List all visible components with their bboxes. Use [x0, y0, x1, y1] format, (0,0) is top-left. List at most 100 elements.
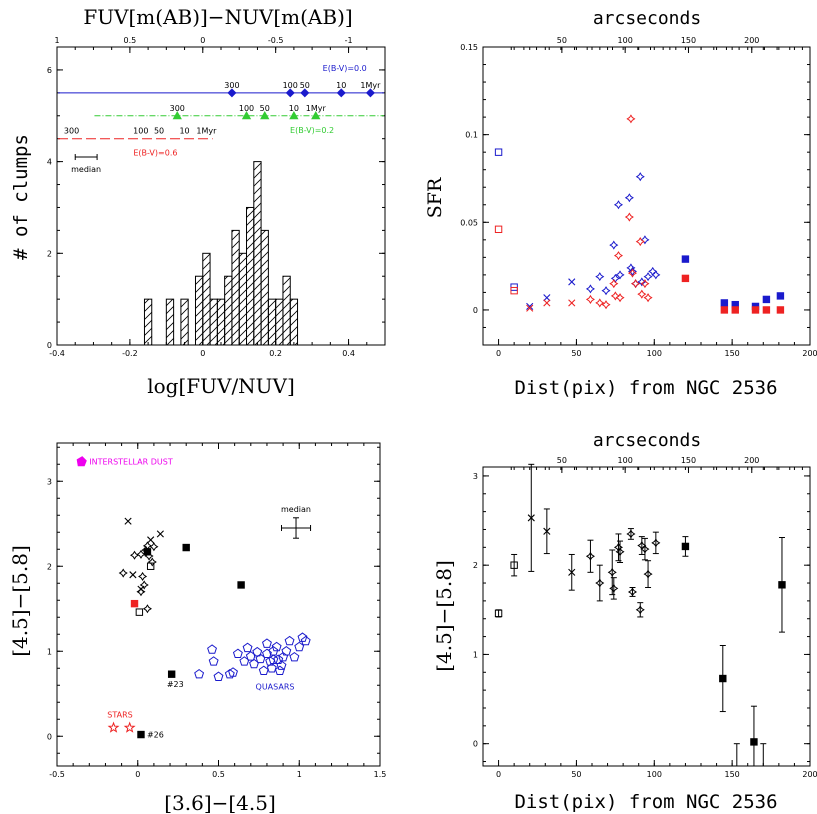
color-distance-point	[607, 567, 617, 577]
sfr-point	[637, 289, 647, 299]
sfr-point	[609, 240, 619, 250]
sfr-point	[776, 306, 785, 314]
top-tick-label: 0.5	[124, 36, 137, 45]
sfr-point	[631, 279, 641, 289]
x-tick-label: 0.2	[269, 349, 282, 358]
histogram-bar	[224, 275, 233, 346]
sfr-point	[610, 291, 620, 301]
quasar-point	[274, 665, 285, 676]
track-age-label: 10	[179, 127, 189, 136]
dust-label: INTERSTELLAR DUST	[89, 458, 173, 467]
sfr-panel: arcseconds Dist(pix) from NGC 2536 SFR 0…	[424, 8, 817, 399]
track-marker	[227, 88, 237, 98]
sfr-point	[720, 299, 729, 307]
sfr-point	[543, 294, 551, 302]
sfr-point	[626, 114, 636, 124]
track-age-label: 100	[239, 104, 254, 113]
color-distance-point	[719, 674, 727, 683]
quasar-point	[258, 665, 269, 676]
histogram-bar	[275, 298, 284, 346]
sfr-point	[585, 294, 595, 304]
sfr-point	[624, 193, 634, 203]
hist-top-axis-label: FUV[m(AB)]−NUV[m(AB)]	[83, 5, 352, 29]
top-tick-label: 50	[557, 456, 567, 465]
quasar-point	[281, 646, 292, 656]
x-tick-label: 0	[496, 770, 501, 779]
color-distance-point	[585, 551, 595, 561]
track-age-label: 1Myr	[360, 81, 381, 90]
y-tick-label: 0	[473, 306, 478, 315]
track-age-label: 300	[170, 104, 185, 113]
color-distance-point	[568, 568, 576, 576]
sfr-point	[640, 235, 650, 245]
sfr-point	[720, 306, 729, 314]
histogram-bar	[260, 229, 269, 346]
quasar-point	[224, 668, 235, 679]
y-tick-label: 0	[473, 740, 478, 749]
histogram-bar	[143, 298, 153, 346]
clump-point	[135, 608, 144, 616]
quasar-point	[289, 651, 300, 662]
sfr-plot-area: 0 50 100 150 200 0 0.05 0.1 0.15 50 100 150 200	[460, 36, 817, 358]
sfr-point	[615, 270, 625, 280]
color-distance-point	[543, 527, 551, 535]
color-distance-point	[640, 544, 650, 554]
track-age-label: 1Myr	[196, 127, 217, 136]
red-clump-point	[130, 599, 139, 608]
quasar-point	[232, 648, 243, 659]
y-tick-label: 0.15	[460, 43, 478, 52]
color-distance-frame	[482, 466, 811, 767]
y-tick-label: 1	[47, 647, 52, 656]
sfr-point	[627, 268, 638, 278]
sfr-point	[624, 212, 634, 222]
x-tick-label: 150	[725, 770, 740, 779]
y-tick-label: 1	[473, 650, 478, 659]
sfr-top-axis-label: arcseconds	[593, 8, 701, 29]
quasar-point	[300, 635, 311, 646]
x-tick-label: 0	[496, 349, 501, 358]
star-point	[107, 721, 120, 733]
top-tick-label: 200	[744, 36, 759, 45]
clump-point	[237, 581, 245, 589]
y-tick-label: 6	[47, 66, 52, 75]
color-distance-point	[651, 538, 661, 548]
quasar-point	[228, 667, 238, 677]
sfr-point	[640, 279, 650, 289]
y-tick-label: 3	[47, 477, 52, 486]
clump-point	[139, 580, 149, 590]
quasar-point	[213, 671, 224, 681]
y-tick-label: 0.05	[460, 218, 478, 227]
quasar-point	[242, 642, 253, 653]
track-age-label: 50	[300, 81, 310, 90]
x-tick-label: 150	[725, 349, 740, 358]
top-tick-label: 150	[681, 456, 696, 465]
quasar-point	[268, 654, 279, 664]
histogram-bar	[216, 298, 226, 346]
sfr-point	[762, 306, 771, 314]
y-tick-label: 0.1	[465, 131, 478, 140]
color-distance-panel: arcseconds Dist(pix) from NGC 2536 [4.5]…	[432, 430, 817, 813]
cd-y-axis-label: [4.5]−[5.8]	[432, 560, 456, 672]
histogram-bar	[282, 275, 291, 346]
sfr-point	[776, 292, 785, 300]
dust-marker	[76, 456, 87, 467]
clump-point	[136, 587, 146, 597]
track-age-label: 300	[224, 81, 239, 90]
color-color-plot-area: -0.5 0 0.5 1 1.5 0 1 2 3 INTERSTELLAR DUST QUASARS…	[47, 442, 386, 779]
clump-point	[147, 536, 155, 544]
sfr-point	[643, 293, 653, 303]
track-marker	[311, 110, 321, 120]
track-age-label: 10	[289, 104, 299, 113]
sfr-point	[731, 306, 739, 314]
clump-point	[118, 568, 128, 578]
quasar-point	[271, 641, 282, 652]
sfr-point	[568, 278, 576, 286]
sfr-point	[494, 148, 503, 156]
histogram-bar	[253, 161, 262, 346]
clump-point	[146, 562, 155, 570]
sfr-point	[651, 270, 661, 280]
sfr-x-axis-label: Dist(pix) from NGC 2536	[514, 377, 777, 399]
clump-point	[156, 530, 164, 538]
x-tick-label: 50	[571, 349, 581, 358]
